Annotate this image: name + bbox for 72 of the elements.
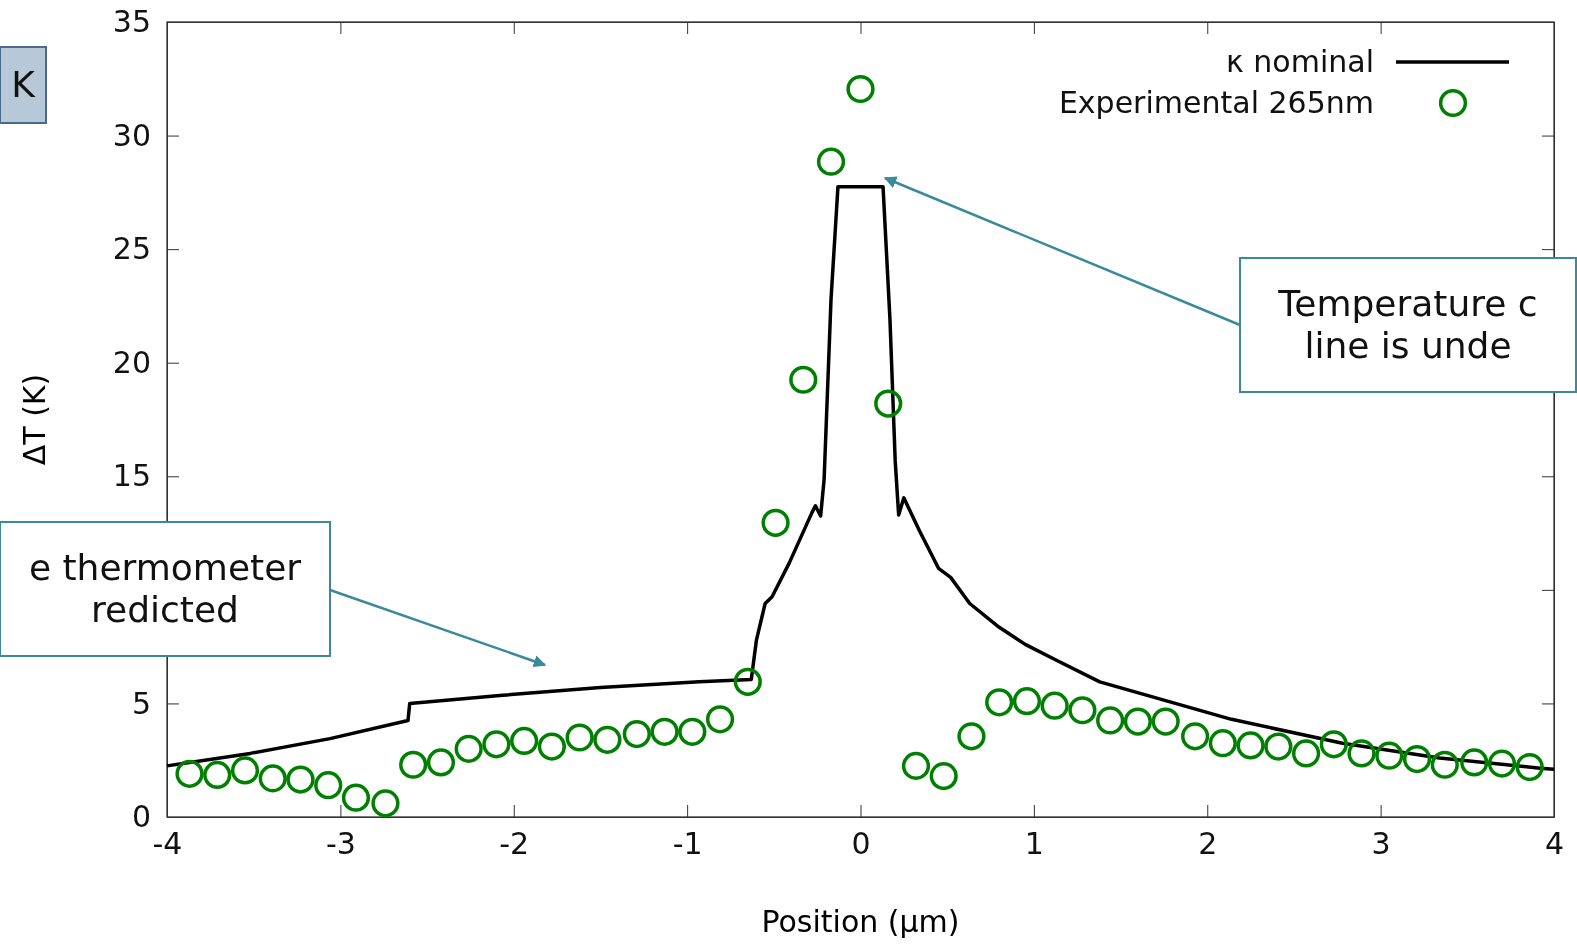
- point: [901, 751, 931, 780]
- point: [1151, 707, 1180, 736]
- legend-label: κ nominal: [1226, 44, 1374, 79]
- legend-label: Experimental 265nm: [1058, 85, 1374, 120]
- y-tick-label: 5: [131, 685, 151, 721]
- point: [622, 720, 651, 749]
- annotation: e thermometer redicted: [28, 547, 302, 630]
- point: [426, 748, 456, 777]
- point: [1208, 729, 1237, 758]
- point: [705, 705, 735, 734]
- point: [1068, 696, 1097, 725]
- point: [1375, 741, 1404, 770]
- point: [482, 730, 511, 759]
- point: [565, 723, 594, 752]
- point: [371, 789, 400, 818]
- y-tick-label: 15: [112, 458, 151, 494]
- point: [1319, 730, 1348, 759]
- point: [230, 756, 260, 785]
- annotation: Temperature c line is unde: [1277, 283, 1538, 366]
- y-tick-label: 30: [112, 117, 151, 153]
- y-tick-label: 0: [131, 799, 151, 835]
- point: [286, 765, 315, 794]
- point: [650, 717, 679, 746]
- point: [1487, 749, 1517, 778]
- point: [1012, 687, 1042, 716]
- point: [1402, 744, 1432, 774]
- point: [314, 771, 343, 800]
- text: K: [11, 64, 37, 105]
- x-tick-label: 0: [851, 826, 871, 862]
- x-tick-label: -4: [152, 826, 183, 862]
- point: [258, 764, 287, 793]
- point: [846, 74, 875, 104]
- x-tick-label: 1: [1024, 826, 1044, 862]
- point: [874, 389, 903, 418]
- point: [1040, 691, 1069, 720]
- point: [733, 667, 762, 696]
- point: [593, 725, 622, 754]
- point: [1236, 731, 1265, 760]
- y-tick-label: 35: [112, 4, 151, 40]
- x-axis-title: Position (µm): [761, 904, 960, 939]
- point: [761, 508, 790, 537]
- y-tick-label: 25: [112, 231, 151, 267]
- point: [1460, 748, 1489, 777]
- point: [1515, 752, 1544, 782]
- x-tick-label: -1: [672, 826, 703, 862]
- y-axis-title: ΔT (K): [17, 373, 52, 466]
- point: [399, 750, 428, 779]
- x-tick-label: 4: [1544, 826, 1565, 862]
- point: [816, 147, 846, 176]
- point: [678, 717, 707, 746]
- point: [957, 722, 986, 751]
- point: [203, 760, 232, 790]
- y-tick-label: 20: [112, 344, 151, 380]
- point: [1123, 707, 1153, 736]
- point: [985, 688, 1014, 717]
- point: [537, 732, 566, 761]
- x-tick-label: 2: [1198, 826, 1218, 862]
- point: [1347, 739, 1376, 768]
- point: [1264, 732, 1293, 761]
- x-tick-label: 3: [1371, 826, 1391, 862]
- point: [1430, 750, 1459, 779]
- x-tick-label: -2: [499, 826, 530, 862]
- point: [510, 726, 539, 755]
- x-tick-label: -3: [325, 826, 356, 862]
- point: [341, 783, 371, 812]
- point: [789, 365, 818, 394]
- point: [1096, 706, 1125, 735]
- point: [454, 734, 483, 763]
- point: [1181, 722, 1210, 751]
- point: [929, 762, 958, 791]
- point: [1291, 739, 1321, 768]
- point: [175, 759, 204, 788]
